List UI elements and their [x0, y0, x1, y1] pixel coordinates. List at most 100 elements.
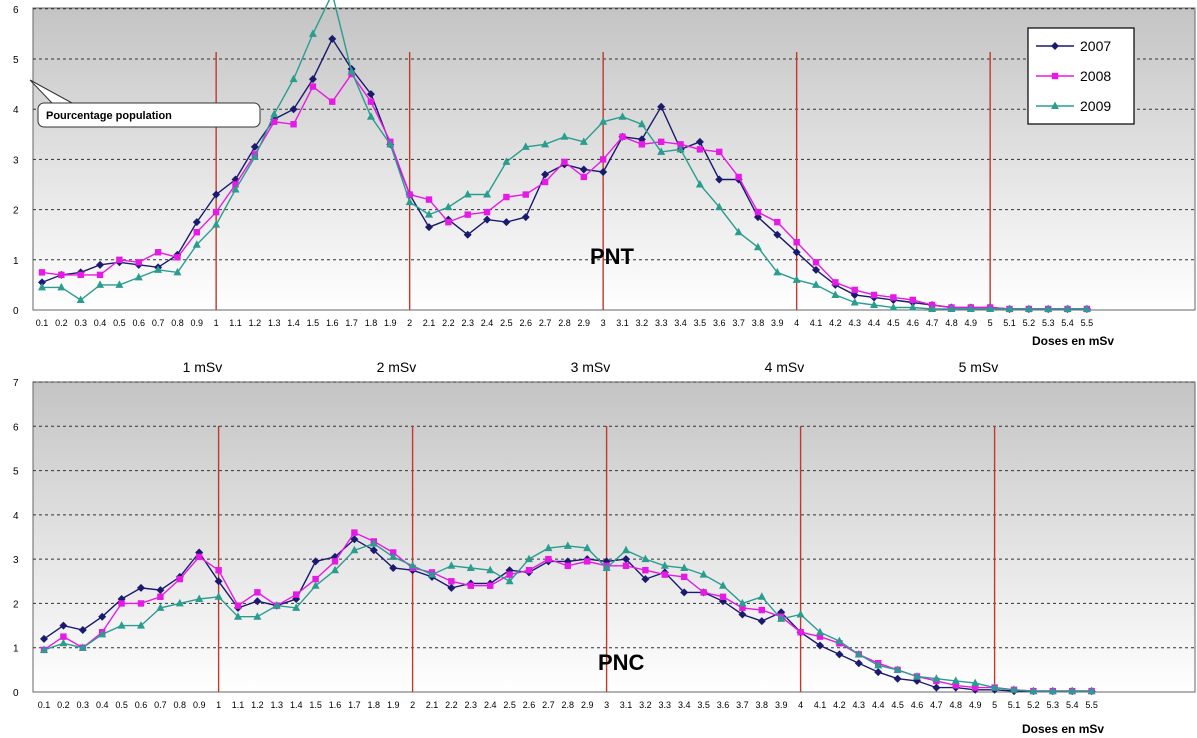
pnt-point-2009 — [599, 117, 608, 125]
pnc-point-2009 — [971, 678, 980, 687]
pnt-point-2007 — [463, 230, 472, 239]
pnt-point-2008 — [716, 148, 723, 156]
pnc-point-2009 — [563, 541, 572, 549]
pnc-series — [40, 529, 1096, 696]
pnc-x-tick-label: 1.9 — [387, 700, 400, 710]
pnc-point-2007 — [932, 683, 941, 692]
pnt-x-tick-label: 3.5 — [694, 318, 707, 328]
pnc-point-2009 — [156, 603, 165, 611]
pnc-x-tick-label: 2.7 — [542, 700, 555, 710]
pnt-point-2009 — [928, 304, 937, 312]
pnc-x-tick-label: 1.4 — [290, 700, 303, 710]
pnc-threshold-label: 3 mSv — [571, 359, 611, 375]
pnt-point-2007 — [773, 230, 782, 239]
pnc-point-2009 — [369, 539, 378, 547]
pnc-point-2009 — [680, 563, 689, 571]
pnt-x-tick-label: 1.6 — [326, 318, 339, 328]
pnc-point-2009 — [78, 643, 87, 651]
pnt-point-2008 — [541, 178, 549, 186]
pnc-point-2009 — [913, 672, 921, 680]
pnc-point-2008 — [312, 575, 319, 583]
pnc-point-2008 — [525, 567, 533, 574]
pnc-point-2008 — [506, 571, 513, 578]
pnc-point-2009 — [816, 627, 824, 636]
pnt-x-tick-label: 4.6 — [906, 318, 919, 328]
pnt-point-2007 — [657, 102, 666, 111]
pnt-x-tick-label: 3.2 — [636, 318, 649, 328]
pnt-point-2009 — [38, 282, 46, 291]
pnt-point-2007 — [541, 170, 550, 179]
pnc-point-2009 — [951, 676, 960, 684]
pnt-y-tick-label: 6 — [13, 5, 19, 16]
pnc-x-tick-label: 5.4 — [1066, 700, 1079, 710]
pnc-point-2009 — [893, 665, 902, 673]
pnc-point-2008 — [137, 600, 145, 607]
pnc-threshold-label: 4 mSv — [765, 359, 805, 375]
pnt-x-tick-label: 3.8 — [752, 318, 765, 328]
pnt-x-tick-label: 3 — [601, 318, 606, 328]
pnc-point-2009 — [1087, 686, 1096, 695]
pnc-point-2009 — [719, 581, 727, 589]
pnt-point-2008 — [271, 118, 278, 125]
pnc-x-tick-label: 1.3 — [271, 700, 284, 710]
pnc-point-2008 — [351, 529, 358, 536]
pnt-point-2009 — [347, 67, 356, 75]
pnc-point-2009 — [699, 570, 708, 578]
pnt-point-2009 — [715, 202, 724, 211]
pnt-x-tick-label: 0.6 — [132, 318, 145, 328]
pnc-point-2007 — [311, 557, 320, 566]
pnt-x-tick-label: 3.4 — [674, 318, 687, 328]
pnc-point-2009 — [350, 545, 359, 554]
pnc-point-2009 — [331, 565, 339, 574]
pnc-point-2009 — [1068, 686, 1077, 695]
pnt-x-tick-label: 4.7 — [926, 318, 939, 328]
pnc-x-tick-label: 4.3 — [853, 700, 866, 710]
pnt-chart: 0 1 2 3 4 5 6 0.1 0.2 0.3 0.4 0.5 0.6 0.7 0.8 0.9 1 1.1 1… — [13, 0, 1196, 348]
pnt-point-2008 — [329, 98, 336, 105]
pnc-point-2008 — [254, 589, 261, 596]
pnt-point-2009 — [676, 144, 685, 153]
pnc-point-2009 — [757, 592, 766, 600]
pnt-x-axis: 0.1 0.2 0.3 0.4 0.5 0.6 0.7 0.8 0.9 1 1.1 1.2 1.3 1.4… — [36, 318, 1093, 328]
pnt-x-tick-label: 5.4 — [1061, 318, 1074, 328]
pnc-threshold-label: 2 mSv — [377, 359, 417, 375]
pnc-point-2008 — [487, 582, 494, 589]
pnt-point-2009 — [425, 210, 433, 218]
pnt-x-tick-label: 5 — [988, 318, 993, 328]
pnc-x-tick-label: 3.2 — [639, 700, 652, 710]
pnc-x-tick-label: 1.1 — [232, 700, 245, 710]
pnc-threshold-lines — [217, 426, 996, 692]
pnt-point-2008 — [309, 83, 317, 90]
pnc-point-2009 — [389, 552, 398, 560]
pnc-point-2009 — [486, 565, 495, 574]
pnc-point-2008 — [642, 567, 649, 574]
pnt-point-2008 — [793, 239, 800, 246]
pnt-legend: 2007 2008 2009 — [1027, 27, 1135, 125]
pnc-x-tick-label: 2.4 — [484, 700, 497, 710]
pnc-point-2008 — [234, 602, 242, 609]
pnc-point-2009 — [777, 614, 786, 622]
pnt-point-2008 — [599, 156, 607, 163]
pnt-x-tick-label: 2.6 — [519, 318, 532, 328]
pnt-x-tick-label: 1.3 — [268, 318, 281, 328]
pnc-x-tick-label: 0.7 — [154, 700, 167, 710]
pnc-point-2009 — [1010, 685, 1018, 693]
pnc-point-2007 — [78, 626, 87, 634]
pnc-point-2007 — [874, 668, 883, 677]
pnc-point-2008 — [564, 562, 571, 569]
pnt-callout-text: Pourcentage population — [46, 110, 172, 122]
pnc-point-2008 — [176, 575, 183, 583]
pnt-point-2009 — [792, 275, 801, 283]
pnc-point-2007 — [641, 575, 650, 584]
pnc-point-2007 — [40, 634, 48, 643]
pnt-y-tick-label: 5 — [13, 55, 19, 66]
pnc-x-tick-label: 5 — [992, 700, 997, 710]
pnc-y-axis: 0 1 2 3 4 5 6 7 — [13, 378, 19, 699]
pnc-point-2007 — [253, 597, 262, 606]
pnc-point-2007 — [156, 586, 165, 595]
pnc-x-tick-label: 2.5 — [503, 700, 516, 710]
pnc-point-2008 — [215, 567, 222, 574]
pnc-x-tick-label: 2.6 — [523, 700, 536, 710]
pnc-x-tick-label: 1 — [216, 700, 221, 710]
